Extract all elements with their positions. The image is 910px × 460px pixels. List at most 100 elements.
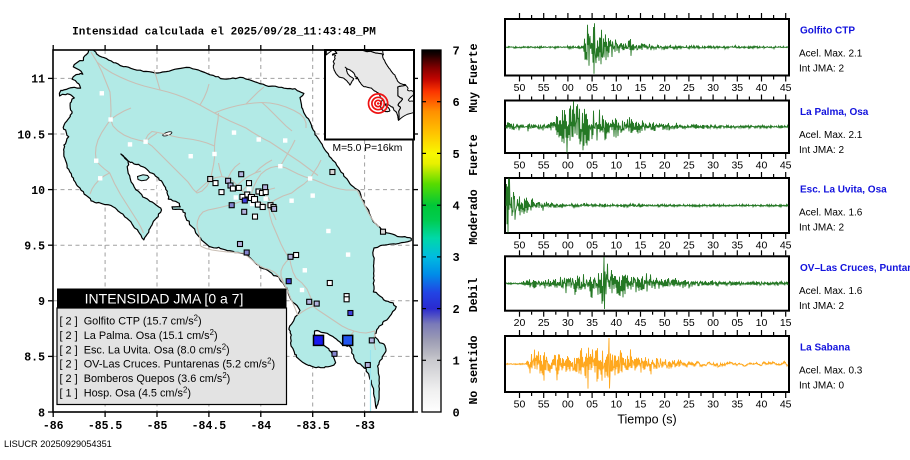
svg-text:10: 10 [610, 82, 622, 94]
svg-text:05: 05 [586, 399, 598, 411]
svg-text:00: 00 [562, 399, 574, 411]
svg-text:-85: -85 [147, 420, 168, 433]
svg-text:30: 30 [707, 82, 719, 94]
svg-text:45: 45 [780, 160, 792, 172]
svg-text:La Palma, Osa: La Palma, Osa [800, 107, 869, 118]
svg-text:8: 8 [38, 407, 45, 420]
svg-text:4: 4 [453, 200, 460, 214]
svg-text:20: 20 [514, 317, 526, 329]
svg-text:8.5: 8.5 [24, 352, 45, 365]
svg-text:INTENSIDAD JMA [0 a 7]: INTENSIDAD JMA [0 a 7] [85, 291, 244, 307]
svg-text:45: 45 [635, 317, 647, 329]
svg-text:[ 2 ] Esc. La Uvita. Osa (8.0: [ 2 ] Esc. La Uvita. Osa (8.0 cm/s2) [60, 342, 230, 356]
svg-text:Acel. Max. 0.3: Acel. Max. 0.3 [799, 366, 863, 377]
svg-text:25: 25 [683, 240, 695, 252]
svg-text:La Sabana: La Sabana [800, 343, 850, 354]
svg-text:05: 05 [731, 317, 743, 329]
svg-text:11: 11 [31, 74, 45, 87]
svg-text:00: 00 [707, 317, 719, 329]
svg-text:25: 25 [683, 399, 695, 411]
svg-text:Golfito CTP: Golfito CTP [800, 26, 855, 37]
svg-text:Acel. Max. 2.1: Acel. Max. 2.1 [799, 130, 863, 141]
svg-text:No sentido: No sentido [468, 335, 481, 404]
svg-text:[ 2 ] Golfito CTP (15.7 cm/s2: [ 2 ] Golfito CTP (15.7 cm/s2) [60, 314, 202, 328]
svg-text:05: 05 [586, 240, 598, 252]
svg-text:25: 25 [538, 317, 550, 329]
svg-text:Int JMA: 0: Int JMA: 0 [799, 381, 844, 392]
svg-text:40: 40 [610, 317, 622, 329]
svg-text:9.5: 9.5 [24, 241, 45, 254]
svg-text:[ 2 ] Bomberos Quepos (3.6 cm: [ 2 ] Bomberos Quepos (3.6 cm/s2) [60, 371, 231, 385]
svg-text:40: 40 [756, 240, 768, 252]
svg-text:15: 15 [635, 160, 647, 172]
svg-text:Int JMA: 2: Int JMA: 2 [799, 301, 844, 312]
svg-text:50: 50 [514, 82, 526, 94]
svg-text:40: 40 [756, 160, 768, 172]
svg-text:10: 10 [610, 160, 622, 172]
svg-text:9: 9 [38, 296, 45, 309]
svg-text:55: 55 [538, 82, 550, 94]
svg-text:55: 55 [683, 317, 695, 329]
svg-text:35: 35 [586, 317, 598, 329]
svg-text:Acel. Max. 2.1: Acel. Max. 2.1 [799, 49, 863, 60]
svg-text:M=5.0 P=16km: M=5.0 P=16km [333, 143, 403, 154]
svg-text:OV–Las Cruces, Puntar: OV–Las Cruces, Puntar [800, 263, 910, 274]
svg-text:Int JMA: 2: Int JMA: 2 [799, 223, 844, 234]
svg-text:15: 15 [635, 82, 647, 94]
svg-text:[ 1 ] Hosp. Osa (4.5 cm/s2): [ 1 ] Hosp. Osa (4.5 cm/s2) [60, 386, 191, 400]
svg-text:25: 25 [683, 160, 695, 172]
svg-text:1: 1 [453, 355, 460, 369]
svg-text:55: 55 [538, 240, 550, 252]
svg-text:25: 25 [683, 82, 695, 94]
svg-text:Acel. Max. 1.6: Acel. Max. 1.6 [799, 286, 863, 297]
svg-text:6: 6 [453, 96, 460, 110]
svg-text:55: 55 [538, 399, 550, 411]
svg-text:30: 30 [707, 240, 719, 252]
svg-text:30: 30 [707, 399, 719, 411]
svg-text:-84.5: -84.5 [192, 420, 227, 433]
svg-text:10: 10 [756, 317, 768, 329]
svg-text:15: 15 [635, 399, 647, 411]
svg-text:-84: -84 [250, 420, 271, 433]
svg-text:Tiempo (s): Tiempo (s) [617, 413, 676, 427]
svg-text:LISUCR 20250929054351: LISUCR 20250929054351 [4, 439, 112, 449]
svg-text:Intensidad calculada el 2025/0: Intensidad calculada el 2025/09/28_11:43… [72, 27, 376, 39]
svg-text:35: 35 [731, 240, 743, 252]
svg-text:[ 2 ] OV-Las Cruces. Puntaren: [ 2 ] OV-Las Cruces. Puntarenas (5.2 cm/… [60, 357, 276, 371]
svg-text:15: 15 [635, 240, 647, 252]
svg-text:-85.5: -85.5 [88, 420, 123, 433]
svg-text:-83.5: -83.5 [295, 420, 330, 433]
svg-text:45: 45 [780, 399, 792, 411]
svg-text:15: 15 [780, 317, 792, 329]
svg-text:2: 2 [453, 303, 460, 317]
svg-text:35: 35 [731, 82, 743, 94]
svg-text:45: 45 [780, 82, 792, 94]
svg-text:35: 35 [731, 399, 743, 411]
svg-text:40: 40 [756, 82, 768, 94]
svg-text:00: 00 [562, 82, 574, 94]
svg-text:5: 5 [453, 148, 460, 162]
svg-text:30: 30 [562, 317, 574, 329]
svg-text:20: 20 [659, 82, 671, 94]
svg-text:[ 2 ] La Palma. Osa (15.1 cm/: [ 2 ] La Palma. Osa (15.1 cm/s2) [60, 328, 218, 342]
svg-text:Int JMA: 2: Int JMA: 2 [799, 145, 844, 156]
svg-text:20: 20 [659, 240, 671, 252]
svg-text:3: 3 [453, 251, 460, 265]
svg-text:30: 30 [707, 160, 719, 172]
svg-text:10: 10 [610, 399, 622, 411]
svg-text:10.5: 10.5 [17, 129, 45, 142]
svg-text:45: 45 [780, 240, 792, 252]
svg-text:00: 00 [562, 160, 574, 172]
svg-text:05: 05 [586, 160, 598, 172]
svg-text:Moderado: Moderado [468, 189, 481, 244]
svg-text:7: 7 [453, 44, 460, 58]
svg-text:Acel. Max. 1.6: Acel. Max. 1.6 [799, 208, 863, 219]
svg-text:50: 50 [514, 240, 526, 252]
svg-text:10: 10 [610, 240, 622, 252]
svg-text:Esc. La Uvita, Osa: Esc. La Uvita, Osa [800, 185, 887, 196]
svg-text:55: 55 [538, 160, 550, 172]
svg-text:Fuerte: Fuerte [468, 134, 481, 176]
svg-text:35: 35 [731, 160, 743, 172]
svg-text:05: 05 [586, 82, 598, 94]
svg-text:20: 20 [659, 160, 671, 172]
